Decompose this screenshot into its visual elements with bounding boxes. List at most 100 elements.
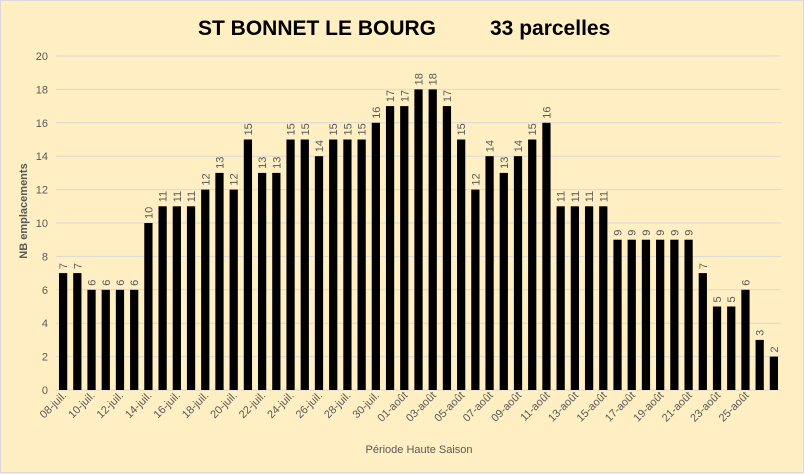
x-tick-label: 05-août [432,390,467,425]
bar [130,289,139,390]
data-label: 15 [527,123,539,135]
data-label: 11 [556,191,568,202]
data-label: 6 [87,280,99,286]
data-label: 15 [328,123,340,135]
x-tick-label: 19-août [631,390,666,425]
bar [627,239,636,390]
data-label: 18 [414,73,426,85]
data-label: 13 [257,157,269,169]
data-label: 3 [755,330,767,336]
bar [584,206,594,390]
data-label: 13 [499,157,511,169]
bar [300,139,309,390]
x-tick-label: 03-août [404,390,439,425]
bar [357,139,366,390]
bar [115,289,125,390]
x-tick-label: 12-juil. [95,390,126,421]
bar [442,106,452,390]
data-label: 9 [613,230,625,236]
bar [471,189,480,390]
data-label: 15 [243,123,255,135]
data-label: 9 [684,230,696,236]
data-label: 7 [72,263,84,269]
x-tick-label: 09-août [489,390,524,425]
chart-subtitle: 33 parcelles [490,17,611,40]
bar [769,356,779,390]
bar [513,156,523,390]
bar [172,206,181,390]
y-axis-title: NB emplacements [18,163,30,258]
y-tick-label: 10 [36,218,48,230]
data-label: 6 [115,280,127,286]
bar [286,139,295,390]
bar [201,189,210,390]
x-tick-label: 13-août [546,390,581,425]
x-tick-label: 18-juil. [180,390,211,421]
x-tick-label: 14-juil. [123,390,154,421]
data-label: 11 [172,191,184,202]
y-tick-label: 6 [42,285,48,297]
data-label: 16 [541,107,553,119]
data-label: 11 [158,191,170,202]
bar [329,139,338,390]
data-label: 11 [186,191,198,202]
bar [613,239,622,390]
y-tick-label: 14 [36,151,48,163]
bar [670,239,679,390]
data-label: 14 [314,140,326,152]
y-tick-label: 4 [42,318,48,330]
x-tick-label: 16-juil. [152,390,183,421]
bar [727,306,736,390]
x-tick-label: 01-août [376,390,411,425]
x-tick-label: 24-juil. [265,390,296,421]
x-tick-label: 23-août [688,390,723,425]
x-axis-ticks: 08-juil.10-juil.12-juil.14-juil.16-juil.… [38,390,752,425]
x-tick-label: 26-juil. [294,390,325,421]
bar [229,189,238,390]
bar [314,156,324,390]
bar [428,89,437,391]
y-tick-label: 8 [42,251,48,263]
data-label: 13 [271,157,283,169]
bar [698,273,707,390]
data-label: 10 [143,207,155,219]
data-label: 2 [769,346,781,352]
bar [58,273,68,390]
data-label: 15 [342,123,354,135]
bar [73,273,82,390]
x-tick-label: 25-août [717,390,752,425]
bar [272,172,281,390]
y-axis-ticks: 0 2 4 6 8 10 12 14 16 18 20 [36,51,48,397]
y-tick-label: 12 [36,185,48,197]
data-label: 9 [655,230,667,236]
bar [556,206,565,390]
x-tick-label: 15-août [575,390,610,425]
x-tick-label: 28-juil. [322,390,353,421]
data-label: 12 [470,173,482,185]
data-label: 7 [698,263,710,269]
x-tick-label: 07-août [461,390,496,425]
data-label: 13 [214,157,226,169]
data-label: 15 [300,123,312,135]
bar [485,156,494,390]
bar [457,139,466,390]
bar [385,106,395,390]
bars [58,89,779,391]
bar [258,172,267,390]
bar [400,106,409,390]
data-label: 11 [570,191,582,202]
bar [570,206,579,390]
data-label: 5 [726,296,738,302]
y-tick-label: 16 [36,118,48,130]
bar [641,239,651,390]
data-label: 5 [712,296,724,302]
bar [499,172,508,390]
data-label: 6 [740,280,752,286]
data-label: 15 [286,123,298,135]
data-label: 15 [456,123,468,135]
y-tick-label: 0 [42,385,48,397]
bar [215,172,224,390]
data-label: 9 [627,230,639,236]
